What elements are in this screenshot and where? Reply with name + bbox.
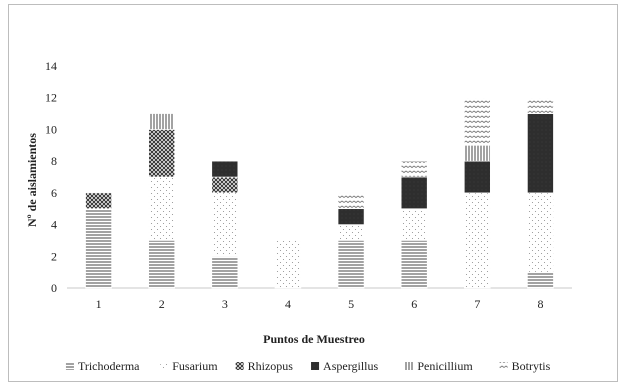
bar-segment-fusarium (148, 176, 175, 241)
x-tick-label: 1 (96, 297, 102, 311)
y-axis-label: Nº de aislamientos (25, 133, 39, 227)
legend-label: Trichoderma (78, 359, 140, 373)
y-tick-label: 8 (51, 154, 57, 168)
bar-segment-penicillium (148, 113, 175, 130)
bar-stacks (85, 97, 554, 289)
x-tick-label: 3 (222, 297, 228, 311)
x-tick-label: 2 (159, 297, 165, 311)
legend-swatch (65, 362, 74, 370)
bar-segment-aspergillus (527, 113, 554, 194)
legend-swatch (405, 362, 414, 370)
bar-segment-trichoderma (211, 255, 239, 289)
bar-segment-fusarium (527, 192, 554, 273)
legend-swatch (499, 362, 508, 370)
bar-segment-fusarium (400, 208, 428, 241)
bar-segment-aspergillus (464, 160, 491, 194)
legend-label: Rhizopus (248, 359, 294, 373)
bar-segment-botrytis (337, 192, 365, 210)
bar-segment-trichoderma (337, 240, 365, 289)
legend-item-rhizopus: Rhizopus (235, 359, 294, 373)
bar-segment-aspergillus (337, 208, 365, 225)
legend-item-trichoderma: Trichoderma (65, 359, 140, 373)
bar-segment-fusarium (274, 240, 302, 289)
bar-segment-fusarium (337, 224, 365, 241)
bar-segment-trichoderma (527, 271, 554, 289)
legend-label: Botrytis (512, 359, 551, 373)
legend: Trichoderma Fusarium Rhizopus Aspergillus Pe… (65, 359, 551, 373)
y-tick-label: 10 (45, 122, 57, 136)
x-tick-label: 8 (537, 297, 543, 311)
legend-item-penicillium: Penicillium (405, 359, 473, 373)
x-tick-labels: 1 2 3 4 5 6 7 8 (96, 297, 544, 311)
bar-segment-rhizopus (85, 192, 112, 210)
bar-segment-rhizopus (211, 176, 239, 194)
x-tick-label: 6 (411, 297, 417, 311)
x-tick-label: 4 (285, 297, 291, 311)
bar-segment-fusarium (464, 192, 491, 289)
bar-segment-botrytis (400, 160, 428, 178)
x-tick-label: 7 (474, 297, 480, 311)
bar-segment-penicillium (464, 144, 491, 162)
legend-label: Aspergillus (323, 359, 378, 373)
y-tick-labels: 0 2 4 6 8 10 12 14 (45, 59, 57, 295)
legend-item-fusarium: Fusarium (160, 359, 218, 373)
bar-segment-aspergillus (400, 176, 428, 210)
bar-segment-rhizopus (148, 129, 175, 178)
y-tick-label: 2 (51, 249, 57, 263)
bar-segment-botrytis (527, 97, 554, 114)
bar-segment-botrytis (464, 97, 491, 146)
chart-frame (8, 4, 618, 382)
y-tick-label: 12 (45, 91, 57, 105)
legend-item-botrytis: Botrytis (499, 359, 551, 373)
x-tick-label: 5 (348, 297, 354, 311)
legend-label: Penicillium (417, 359, 473, 373)
y-tick-label: 6 (51, 186, 57, 200)
legend-item-aspergillus: Aspergillus (311, 359, 378, 373)
legend-swatch (311, 362, 320, 370)
bar-segment-trichoderma (148, 240, 175, 289)
y-tick-label: 4 (51, 218, 57, 232)
y-tick-label: 0 (51, 281, 57, 295)
y-tick-label: 14 (45, 59, 57, 73)
bar-segment-fusarium (211, 192, 239, 257)
bar-segment-trichoderma (85, 208, 112, 289)
legend-swatch (235, 362, 244, 370)
legend-swatch (160, 362, 169, 370)
legend-label: Fusarium (172, 359, 218, 373)
bar-segment-trichoderma (400, 240, 428, 289)
x-axis-label: Puntos de Muestreo (263, 332, 365, 346)
bar-segment-aspergillus (211, 160, 239, 178)
